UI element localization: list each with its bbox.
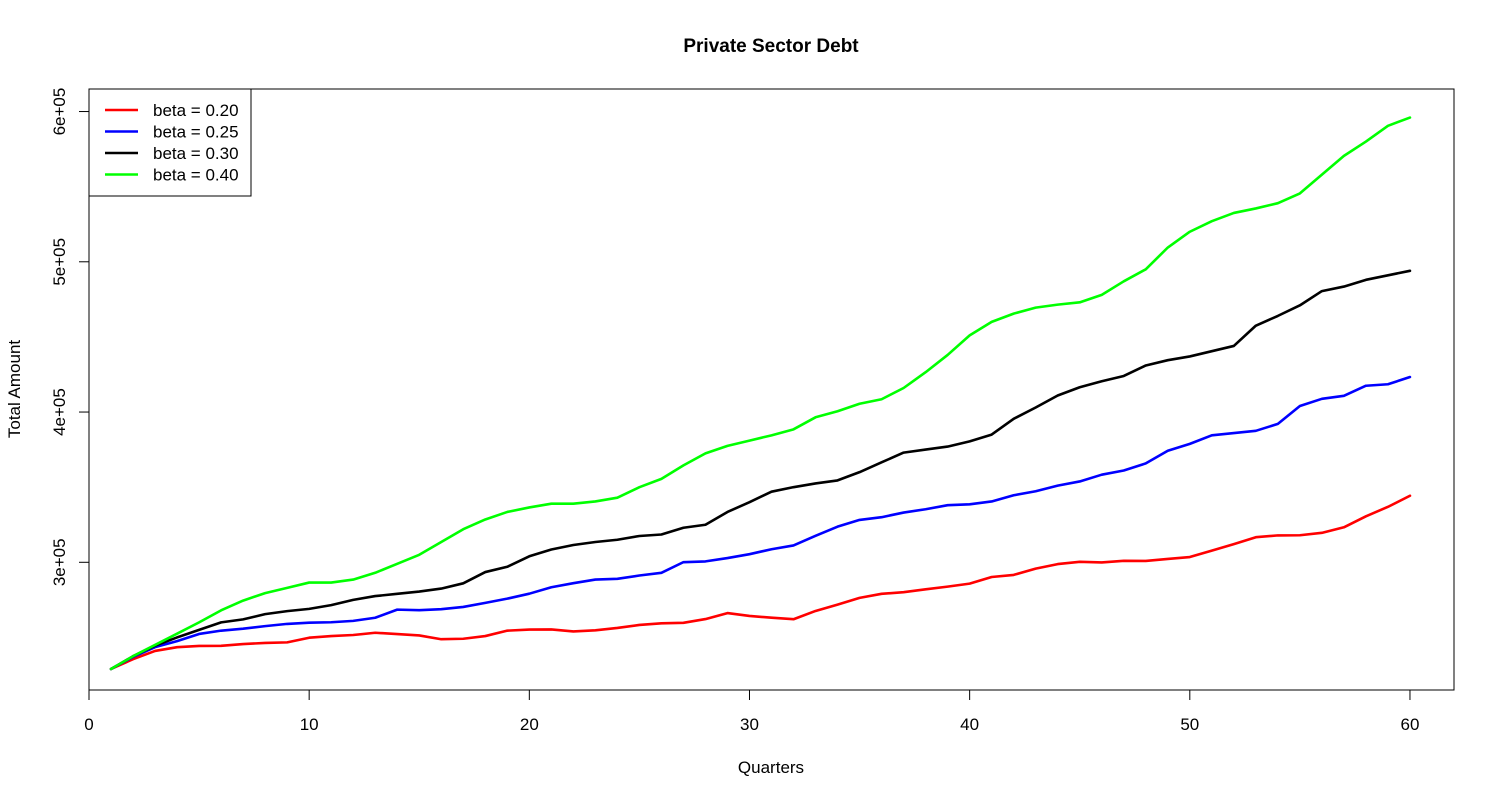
x-tick-label: 20 <box>520 715 539 734</box>
x-tick-label: 60 <box>1401 715 1420 734</box>
y-tick-label: 3e+05 <box>50 538 69 586</box>
x-tick-label: 10 <box>300 715 319 734</box>
legend: beta = 0.20 beta = 0.25 beta = 0.30 beta = … <box>88 88 252 197</box>
x-tick-label: 30 <box>740 715 759 734</box>
series-line-0 <box>109 494 1412 671</box>
x-tick-label: 0 <box>84 715 93 734</box>
legend-box <box>88 88 252 197</box>
chart-title: Private Sector Debt <box>683 36 859 57</box>
y-tick-label: 6e+05 <box>50 88 69 136</box>
x-axis-label: Quarters <box>738 758 804 777</box>
series-line-2 <box>109 269 1412 671</box>
plot-frame <box>88 88 1455 691</box>
x-axis: 0 10 20 30 40 50 60 <box>84 689 1420 734</box>
legend-label: beta = 0.25 <box>153 123 239 142</box>
series-line-1 <box>109 375 1412 671</box>
x-tick-label: 50 <box>1180 715 1199 734</box>
y-tick-label: 4e+05 <box>50 388 69 436</box>
legend-label: beta = 0.40 <box>153 166 239 185</box>
x-tick-label: 40 <box>960 715 979 734</box>
series-layer <box>109 116 1412 671</box>
y-axis: 3e+05 4e+05 5e+05 6e+05 <box>50 88 90 586</box>
y-tick-label: 5e+05 <box>50 238 69 286</box>
series-line-3 <box>109 116 1412 671</box>
y-axis-label: Total Amount <box>5 340 24 439</box>
legend-label: beta = 0.30 <box>153 144 239 163</box>
legend-label: beta = 0.20 <box>153 101 239 120</box>
